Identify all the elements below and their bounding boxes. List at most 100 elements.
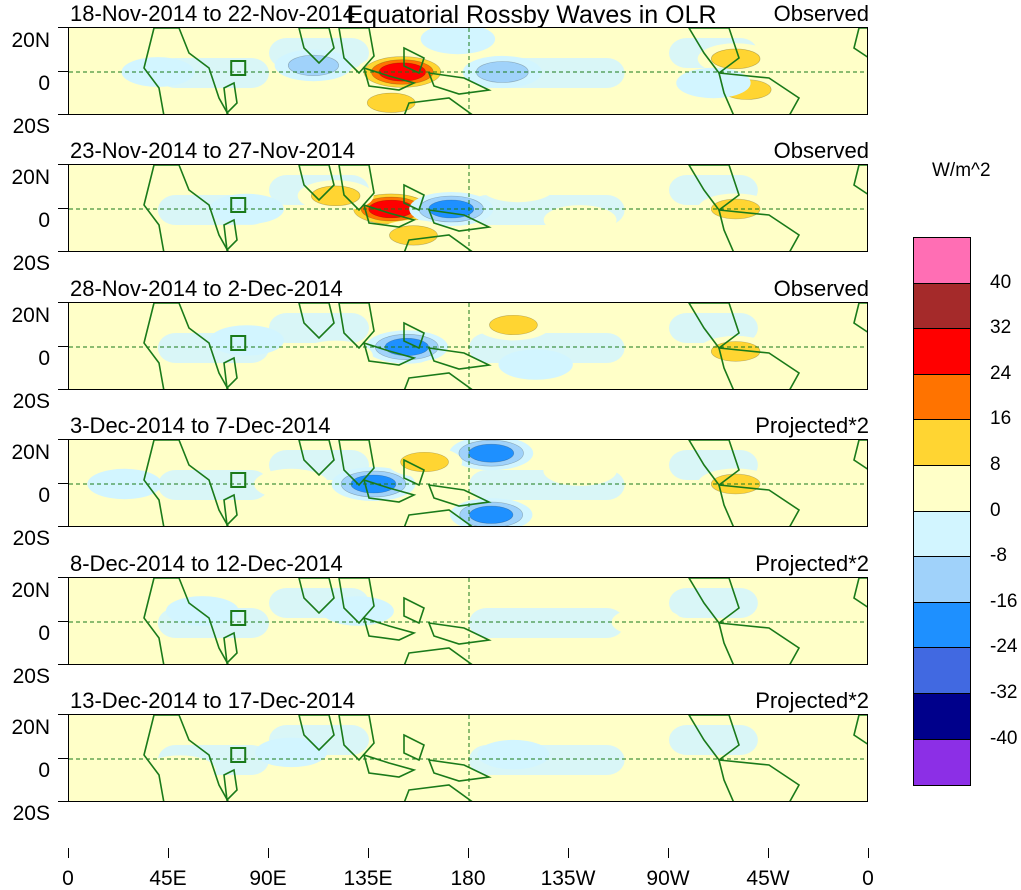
x-tick: [668, 848, 669, 858]
colorbar-label: -16: [990, 590, 1018, 612]
olr-anomaly: [274, 49, 353, 82]
y-tick-label: 0: [38, 209, 50, 232]
coastline: [223, 631, 238, 664]
olr-anomaly: [449, 440, 534, 471]
coastline: [403, 458, 425, 487]
coastline: [688, 303, 740, 350]
colorbar-swatch: [913, 373, 971, 421]
coastline: [688, 28, 740, 75]
olr-anomaly: [543, 455, 617, 486]
x-tick-label: 135E: [343, 867, 393, 890]
y-tick: [58, 302, 68, 303]
y-tick: [58, 621, 68, 622]
olr-anomaly: [121, 57, 195, 87]
y-tick: [58, 208, 68, 209]
anomaly-contour: [480, 171, 556, 203]
panel-type: Projected*2: [755, 551, 869, 576]
map-panel: 18-Nov-2014 to 22-Nov-2014 Observed 20N 0 20…: [0, 0, 880, 138]
olr-anomaly: [386, 446, 463, 478]
olr-anomaly: [298, 340, 373, 371]
anomaly-contour: [469, 505, 514, 524]
panel-type: Observed: [773, 1, 869, 26]
x-axis: 0 45E 90E 135E 180 135W 90W 45W 0: [0, 848, 1021, 890]
x-tick: [368, 848, 369, 858]
coastline: [403, 733, 425, 762]
y-tick-label: 20N: [11, 29, 50, 52]
panel-period: 3-Dec-2014 to 7-Dec-2014: [70, 413, 331, 438]
colorbar-label: 0: [990, 499, 1001, 521]
colorbar-swatch: [913, 556, 971, 604]
olr-map: [68, 302, 868, 390]
coastline: [362, 66, 417, 91]
map-panel: 8-Dec-2014 to 12-Dec-2014 Projected*2 20N 0…: [0, 550, 880, 688]
x-tick: [768, 848, 769, 858]
coastline: [427, 347, 492, 370]
map-panel: 13-Dec-2014 to 17-Dec-2014 Projected*2 20N…: [0, 687, 880, 825]
coastline: [143, 303, 229, 389]
coastline: [427, 484, 492, 507]
olr-map: [68, 439, 868, 527]
coastline: [298, 715, 335, 752]
coastline: [362, 616, 417, 641]
map-canvas: [69, 303, 867, 389]
weak-anomaly-band: [157, 470, 269, 500]
y-tick: [58, 389, 68, 390]
coastline: [688, 715, 740, 762]
olr-anomaly: [144, 755, 216, 785]
anomaly-contour: [165, 596, 239, 626]
coastline: [403, 647, 473, 664]
y-tick-label: 20N: [11, 716, 50, 739]
olr-anomaly: [297, 180, 374, 212]
olr-anomaly: [697, 335, 774, 367]
y-tick-label: 20S: [12, 665, 50, 688]
y-tick-label: 0: [38, 759, 50, 782]
anomaly-contour: [321, 596, 394, 626]
colorbar-swatch: [913, 510, 971, 558]
coastline: [403, 321, 425, 350]
x-tick: [168, 848, 169, 858]
coastline: [853, 578, 867, 608]
coastline: [403, 372, 473, 389]
coastline: [338, 303, 375, 350]
coastline: [403, 509, 473, 526]
coastline: [403, 46, 425, 75]
anomaly-contour: [255, 737, 328, 768]
y-tick-label: 20N: [11, 579, 50, 602]
y-tick-label: 20N: [11, 166, 50, 189]
chart-title: Equatorial Rossby Waves in OLR: [346, 1, 717, 29]
coastline: [143, 165, 229, 251]
coastline: [717, 209, 801, 251]
anomaly-contour: [489, 314, 538, 336]
olr-anomaly: [676, 67, 751, 99]
panel-period: 23-Nov-2014 to 27-Nov-2014: [70, 138, 355, 163]
olr-anomaly: [543, 205, 617, 235]
coastline: [223, 768, 238, 801]
x-tick-label: 0: [62, 867, 74, 890]
map-canvas: [69, 578, 867, 664]
coastline: [362, 203, 417, 228]
anomaly-contour: [287, 54, 339, 76]
olr-anomaly: [87, 468, 162, 500]
panel-type: Projected*2: [755, 688, 869, 713]
coastline: [223, 356, 238, 389]
map-panel: 28-Nov-2014 to 2-Dec-2014 Observed 20N 0 20S: [0, 275, 880, 413]
anomaly-contour: [543, 205, 617, 235]
olr-anomaly: [420, 28, 496, 55]
coastline: [403, 784, 473, 801]
y-tick: [58, 483, 68, 484]
coastline: [403, 183, 425, 212]
y-tick: [58, 27, 68, 28]
y-tick: [58, 346, 68, 347]
region-box: [230, 472, 247, 488]
x-tick: [468, 848, 469, 858]
olr-anomaly: [321, 596, 394, 626]
x-tick-label: 90W: [646, 867, 690, 890]
coastline: [223, 81, 238, 114]
coastline: [362, 478, 417, 503]
anomaly-contour: [400, 451, 449, 473]
map-canvas: [69, 165, 867, 251]
olr-anomaly: [498, 349, 573, 380]
anomaly-contour: [710, 48, 761, 69]
coastline: [298, 303, 335, 340]
coastline: [362, 341, 417, 366]
